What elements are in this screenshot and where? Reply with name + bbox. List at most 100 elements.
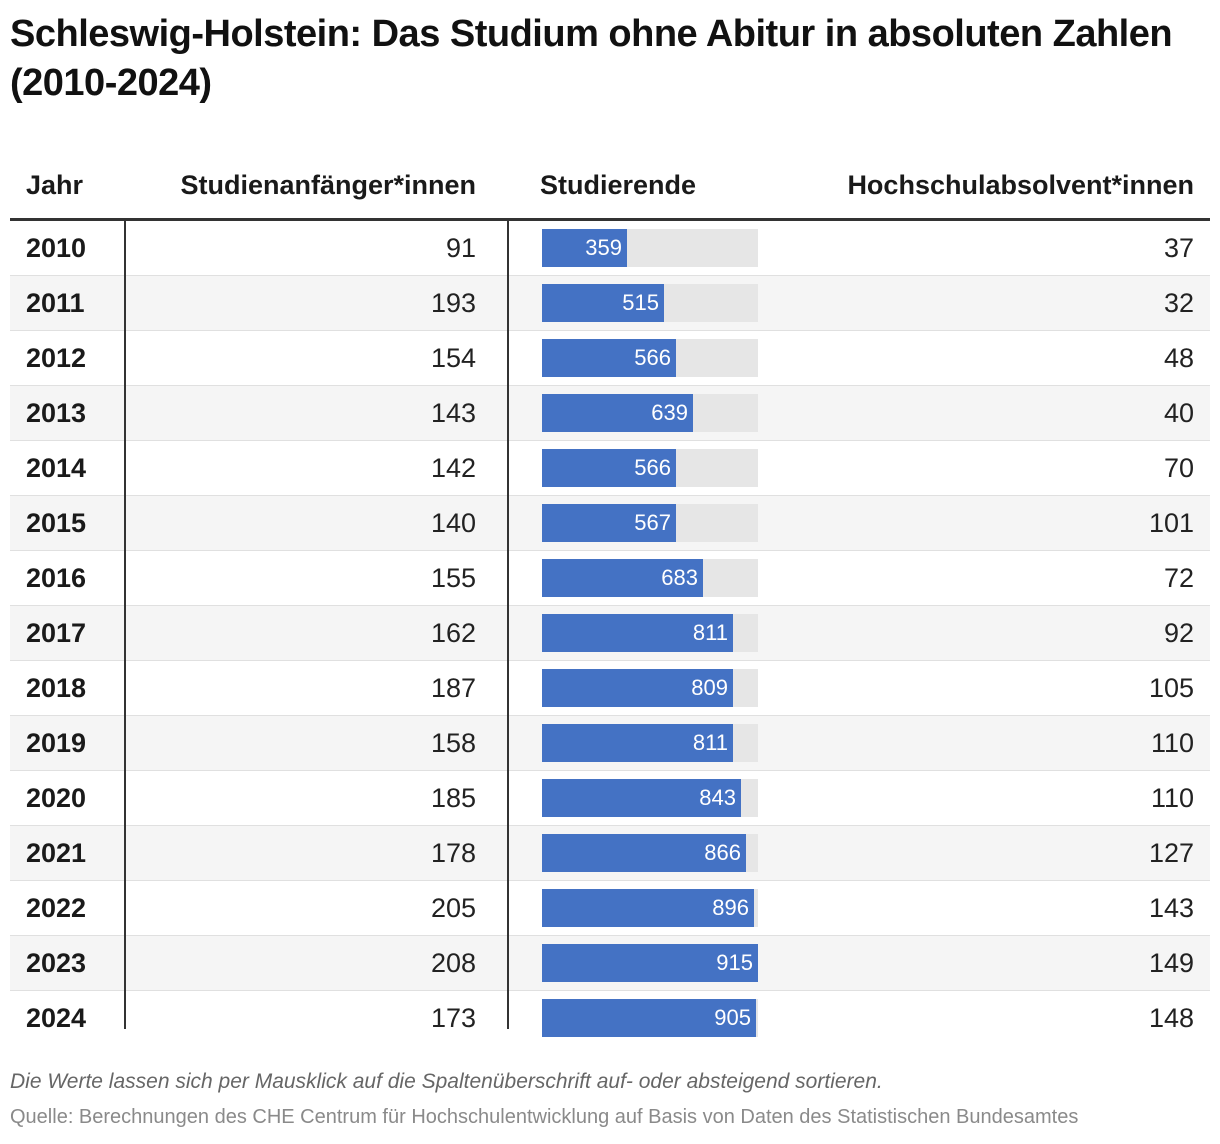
source-note: Quelle: Berechnungen des CHE Centrum für… bbox=[10, 1106, 1079, 1128]
students-value-label: 566 bbox=[634, 455, 671, 480]
students-value-label: 811 bbox=[692, 730, 728, 755]
students-value-label: 683 bbox=[661, 565, 698, 590]
new-students-cell: 155 bbox=[430, 563, 476, 593]
students-bar-track: 905 bbox=[542, 999, 758, 1037]
students-bar bbox=[542, 449, 676, 487]
table-row: 2017 162 811 92 bbox=[10, 606, 1210, 661]
graduates-cell: 37 bbox=[1163, 233, 1194, 263]
students-bar bbox=[542, 394, 693, 432]
students-bar-track: 515 bbox=[542, 284, 758, 322]
table-row: 2013 143 639 40 bbox=[10, 386, 1210, 441]
table-row: 2015 140 567 101 bbox=[10, 496, 1210, 551]
year-cell: 2019 bbox=[26, 728, 87, 758]
table-row: 2020 185 843 110 bbox=[10, 771, 1210, 826]
new-students-cell: 140 bbox=[430, 508, 476, 538]
students-value-label: 811 bbox=[692, 620, 728, 645]
year-cell: 2014 bbox=[26, 453, 87, 483]
students-bar-track: 566 bbox=[542, 339, 758, 377]
students-value-label: 866 bbox=[704, 840, 741, 865]
new-students-cell: 185 bbox=[430, 783, 476, 813]
students-bar bbox=[542, 944, 758, 982]
students-bar-track: 915 bbox=[542, 944, 758, 982]
year-cell: 2023 bbox=[26, 948, 87, 978]
students-value-label: 359 bbox=[585, 235, 622, 260]
new-students-cell: 178 bbox=[430, 838, 476, 868]
students-bar bbox=[542, 834, 746, 872]
table-row: 2012 154 566 48 bbox=[10, 331, 1210, 386]
graduates-cell: 32 bbox=[1163, 288, 1194, 318]
graduates-cell: 143 bbox=[1148, 893, 1194, 923]
students-bar-track: 811 bbox=[542, 614, 758, 652]
students-bar bbox=[542, 724, 733, 762]
students-bar bbox=[542, 229, 627, 267]
new-students-cell: 162 bbox=[430, 618, 476, 648]
column-header-new-students[interactable]: Studienanfänger*innen bbox=[180, 170, 476, 200]
students-bar-track: 896 bbox=[542, 889, 758, 927]
students-value-label: 896 bbox=[712, 895, 749, 920]
new-students-cell: 187 bbox=[430, 673, 476, 703]
new-students-cell: 205 bbox=[430, 893, 476, 923]
students-bar-track: 683 bbox=[542, 559, 758, 597]
graduates-cell: 72 bbox=[1163, 563, 1194, 593]
graduates-cell: 105 bbox=[1148, 673, 1194, 703]
students-value-label: 843 bbox=[699, 785, 736, 810]
year-cell: 2018 bbox=[26, 673, 87, 703]
year-cell: 2015 bbox=[26, 508, 87, 538]
graduates-cell: 148 bbox=[1148, 1003, 1194, 1033]
students-bar bbox=[542, 559, 703, 597]
year-cell: 2012 bbox=[26, 343, 87, 373]
students-bar-track: 567 bbox=[542, 504, 758, 542]
students-bar bbox=[542, 889, 754, 927]
column-header-graduates[interactable]: Hochschulabsolvent*innen bbox=[847, 170, 1194, 200]
graduates-cell: 149 bbox=[1148, 948, 1194, 978]
column-header-year[interactable]: Jahr bbox=[26, 170, 84, 200]
graduates-cell: 101 bbox=[1148, 508, 1194, 538]
year-cell: 2016 bbox=[26, 563, 87, 593]
column-divider bbox=[124, 221, 126, 1029]
data-table: Jahr Studienanfänger*innen Studierende H… bbox=[10, 156, 1210, 1045]
new-students-cell: 154 bbox=[430, 343, 476, 373]
new-students-cell: 158 bbox=[430, 728, 476, 758]
table-row: 2011 193 515 32 bbox=[10, 276, 1210, 331]
new-students-cell: 91 bbox=[445, 233, 476, 263]
students-value-label: 915 bbox=[716, 950, 753, 975]
year-cell: 2013 bbox=[26, 398, 87, 428]
year-cell: 2011 bbox=[26, 288, 85, 318]
students-bar-track: 809 bbox=[542, 669, 758, 707]
table-row: 2016 155 683 72 bbox=[10, 551, 1210, 606]
students-value-label: 809 bbox=[691, 675, 728, 700]
students-bar bbox=[542, 779, 741, 817]
table-row: 2023 208 915 149 bbox=[10, 936, 1210, 991]
students-bar-track: 866 bbox=[542, 834, 758, 872]
students-bar bbox=[542, 504, 676, 542]
column-header-students[interactable]: Studierende bbox=[540, 170, 697, 200]
students-value-label: 567 bbox=[634, 510, 671, 535]
table-row: 2014 142 566 70 bbox=[10, 441, 1210, 496]
table-body: 2010 91 359 37 2011 193 515 32 2012 154 566 48 2013 1… bbox=[10, 221, 1210, 1045]
year-cell: 2010 bbox=[26, 233, 87, 263]
graduates-cell: 110 bbox=[1150, 728, 1194, 758]
sort-hint-note: Die Werte lassen sich per Mausklick auf … bbox=[10, 1070, 883, 1093]
students-bar-track: 566 bbox=[542, 449, 758, 487]
students-bar bbox=[542, 284, 664, 322]
table-row: 2021 178 866 127 bbox=[10, 826, 1210, 881]
graduates-cell: 70 bbox=[1163, 453, 1194, 483]
students-bar bbox=[542, 669, 733, 707]
graduates-cell: 40 bbox=[1163, 398, 1194, 428]
students-value-label: 905 bbox=[714, 1005, 751, 1030]
year-cell: 2021 bbox=[26, 838, 87, 868]
new-students-cell: 208 bbox=[430, 948, 476, 978]
year-cell: 2020 bbox=[26, 783, 87, 813]
table-row: 2010 91 359 37 bbox=[10, 221, 1210, 276]
year-cell: 2022 bbox=[26, 893, 87, 923]
new-students-cell: 142 bbox=[430, 453, 476, 483]
table-row: 2024 173 905 148 bbox=[10, 991, 1210, 1045]
students-value-label: 515 bbox=[622, 290, 659, 315]
year-cell: 2024 bbox=[26, 1003, 87, 1033]
graduates-cell: 48 bbox=[1163, 343, 1194, 373]
table-row: 2022 205 896 143 bbox=[10, 881, 1210, 936]
graduates-cell: 127 bbox=[1148, 838, 1194, 868]
students-bar-track: 639 bbox=[542, 394, 758, 432]
students-bar bbox=[542, 339, 676, 377]
students-bar-track: 359 bbox=[542, 229, 758, 267]
